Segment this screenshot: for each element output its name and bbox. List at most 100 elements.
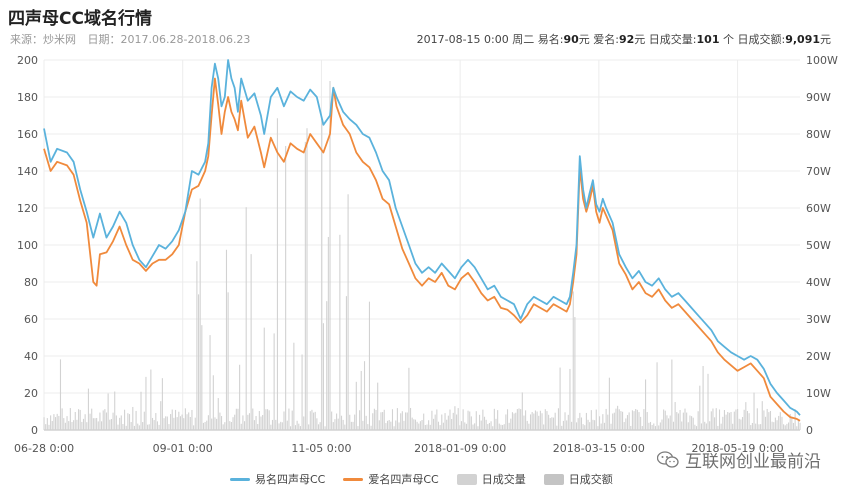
volume-bar [567,414,569,430]
volume-bar [235,408,237,430]
volume-bar [82,418,85,430]
y-left-tick-label: 20 [24,387,38,400]
volume-bar [792,422,795,430]
volume-bar [712,408,714,430]
info-amount-label: 日成交额: [737,33,786,46]
volume-bar [472,424,474,430]
volume-bar [365,415,367,430]
volume-bar [482,409,484,430]
volume-bar [498,423,500,430]
volume-bar [602,414,604,430]
legend-swatch-aiming [343,477,364,481]
volume-bar [663,409,665,430]
volume-bar [78,409,80,430]
volume-bar [257,424,259,430]
volume-bar [313,412,315,430]
volume-bar [382,412,384,430]
volume-bar [520,409,522,430]
volume-bar [669,415,671,430]
volume-bar [595,409,597,430]
y-right-tick-label: 100W [806,54,838,67]
volume-bar [342,419,344,430]
volume-bar [155,413,157,430]
legend-item-volume[interactable]: 日成交量 [456,471,526,487]
volume-bar [329,81,331,430]
info-aiming-value: 92 [618,33,635,46]
volume-bar [255,416,257,430]
volume-bar [505,414,507,430]
volume-bar [692,417,694,430]
volume-bar [695,426,698,430]
volume-bar [63,418,65,430]
volume-bar [413,419,415,430]
volume-bar [219,412,221,430]
volume-bar [689,415,691,430]
legend-item-aiming[interactable]: 爱名四声母CC [343,471,439,487]
y-left-tick-label: 40 [24,350,38,363]
volume-bar [636,409,638,430]
volume-bar [539,410,541,430]
volume-bar [465,423,467,430]
volume-bar [171,409,173,430]
volume-bar [398,422,400,430]
volume-bar [572,291,574,430]
volume-bar [590,410,592,430]
volume-bar [447,415,449,430]
volume-bar [303,416,305,430]
volume-bar [704,421,706,430]
volume-bar [120,415,122,430]
volume-bar [758,424,760,430]
volume-bar [631,410,633,430]
volume-bar [174,409,177,430]
volume-bar [225,249,228,430]
volume-bar [411,417,413,430]
volume-bar [322,323,324,430]
volume-bar [529,414,532,430]
volume-bar [653,423,655,430]
volume-bar [582,424,584,430]
y-left-tick-label: 160 [17,128,38,141]
volume-bar [503,424,505,430]
legend-swatch-yiming [230,477,250,481]
volume-bar [723,410,725,430]
volume-bar [66,416,68,430]
volume-bar [408,367,410,430]
volume-bar [479,414,481,430]
volume-bar [513,413,515,430]
volume-bar [262,415,264,430]
volume-bar [691,416,693,430]
volume-bar [102,410,104,430]
y-right-tick-label: 70W [806,165,831,178]
volume-bar [170,414,172,430]
volume-bar [546,411,548,430]
volume-bar [787,422,790,430]
info-aiming-unit: 元 [634,33,646,46]
volume-bar [347,194,349,430]
volume-bar [643,409,645,430]
volume-bar [359,410,361,430]
volume-bar [46,418,48,430]
volume-bar [248,413,251,430]
volume-bar [741,417,744,430]
volume-bar [252,408,254,430]
volume-bar [674,402,676,430]
volume-bar [612,413,614,430]
line-chart[interactable]: 0 20 40 60 80 100 120 140 160 180 200 0 10W 20W 30W 40W… [0,44,843,464]
volume-bar [598,416,601,430]
volume-bar [796,426,798,430]
legend-label-amount: 日成交额 [568,473,613,486]
volume-bar [769,410,772,430]
volume-bar [725,414,727,430]
volume-bar [304,141,306,430]
volume-bar [502,425,504,430]
volume-bar [585,412,587,430]
y-left-tick-label: 180 [17,91,38,104]
volume-bar [253,420,255,430]
volume-bar [91,408,93,430]
date-label: 日期： [87,33,121,46]
legend-item-yiming[interactable]: 易名四声母CC [230,471,325,487]
volume-bar [518,408,520,430]
legend-item-amount[interactable]: 日成交额 [543,471,613,487]
volume-bar [263,327,265,430]
volume-bar [350,421,352,430]
